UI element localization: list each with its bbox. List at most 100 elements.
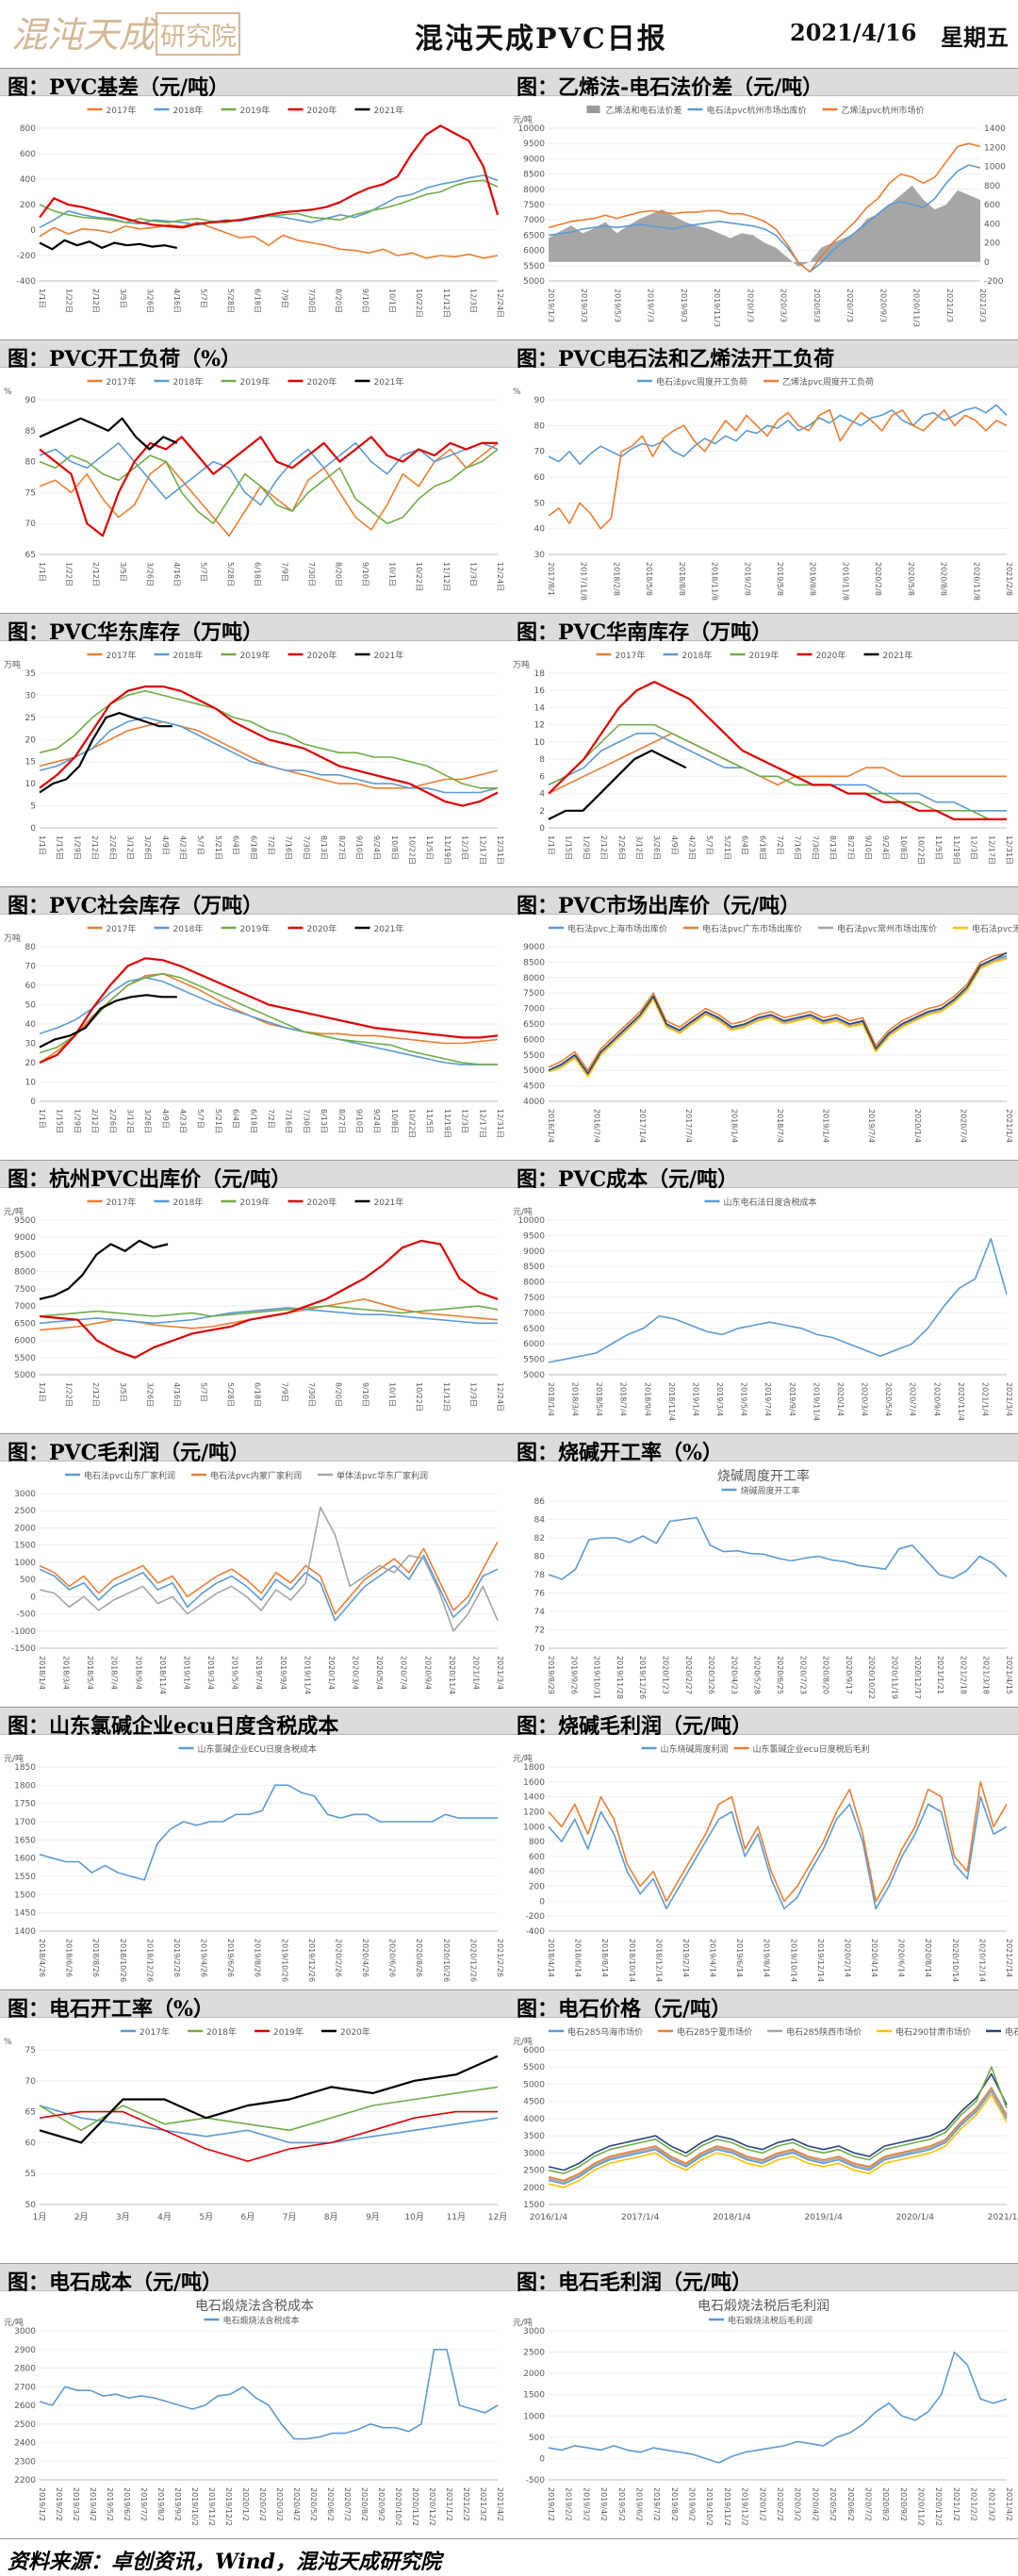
- x-tick-label: 2019/10/31: [593, 1656, 601, 1699]
- legend-item: 2017年: [596, 650, 646, 661]
- x-tick-label: 2021/2/18: [959, 1656, 967, 1694]
- y-tick-label: 10: [534, 738, 546, 748]
- x-tick-label: 4/9日: [670, 835, 679, 855]
- x-tick-label: 2020/10/2: [394, 2487, 402, 2526]
- x-tick-label: 2020/5/8: [907, 562, 915, 596]
- chart-title: 图：电石成本（元/吨）: [8, 2271, 223, 2295]
- chart-title: 图：PVC开工负荷（%）: [8, 347, 242, 372]
- y-tick-label: 1550: [14, 1873, 36, 1882]
- legend-item: 电石285乌海市场价: [549, 2026, 643, 2038]
- y-tick-label: 1200: [523, 1808, 545, 1817]
- x-tick-label: 2020/8/20: [822, 1656, 830, 1694]
- y-tick-label: -400: [526, 1927, 546, 1937]
- x-tick-label: 2018/11/4: [158, 1656, 167, 1694]
- legend-label: 2017年: [107, 923, 137, 934]
- x-tick-label: 4/23日: [179, 835, 188, 860]
- y-tick-label: 5000: [523, 1066, 545, 1076]
- legend-label: 山东氯碱企业ecu日度税后毛利: [753, 1743, 870, 1755]
- y-tick-label: 9000: [523, 943, 545, 952]
- chart-title: 图：PVC市场出库价（元/吨）: [517, 894, 801, 918]
- series-line: [39, 972, 498, 1065]
- legend-label: 电石285宁夏市场价: [677, 2026, 752, 2038]
- legend-label: 单体法pvc华东厂家利润: [337, 1470, 428, 1481]
- x-tick-label: 2019/5/2: [106, 2487, 114, 2521]
- legend-label: 2017年: [616, 650, 646, 661]
- x-tick-label: 2020/9/17: [845, 1656, 853, 1694]
- legend-label: 2018年: [173, 1197, 204, 1208]
- x-tick-label: 2019/7/3: [647, 289, 655, 322]
- y-tick-label: 4500: [523, 1082, 545, 1092]
- legend-item: 2017年: [121, 2026, 170, 2038]
- legend-label: 2019年: [273, 2026, 304, 2038]
- chart-title-bar: 图：PVC电石法和乙烯法开工负荷: [509, 339, 1018, 372]
- x-tick-label: 2019/5/4: [231, 1656, 239, 1690]
- x-tick-label: 2021/3/2: [987, 2487, 995, 2521]
- x-tick-label: 2019/4/2: [599, 2487, 608, 2521]
- series-line: [39, 689, 498, 789]
- chart-title: 图：电石毛利润（元/吨）: [517, 2271, 753, 2295]
- series-line: [548, 733, 1007, 795]
- x-tick-label: 1/15日: [56, 835, 64, 860]
- legend-item: 2019年: [730, 650, 779, 661]
- series-line: [548, 404, 1008, 466]
- y-tick-label: 50: [25, 1001, 37, 1011]
- x-tick-label: 3/26日: [143, 1109, 152, 1133]
- series-line: [548, 951, 1008, 1071]
- x-tick-label: 2020/11/4: [957, 1382, 965, 1421]
- x-tick-label: 2020/6/25: [776, 1656, 784, 1694]
- x-tick-label: 12/17日: [478, 1109, 486, 1138]
- chart-panel-s14: 图：烧碱毛利润（元/吨） 山东烧碱周度利润 山东氯碱企业ecu日度税后毛利 元/吨 -4…: [509, 1707, 1018, 1990]
- y-tick-label: 1500: [523, 2201, 545, 2210]
- x-tick-label: 2020/3/2: [794, 2487, 802, 2521]
- series-line: [548, 958, 1008, 1078]
- y-tick-label: 2700: [14, 2383, 36, 2392]
- x-tick-label: 2018/9/4: [134, 1656, 142, 1690]
- chart-panel-s15: 图：电石开工率（%） 2017年 2018年 2019年 2020年% 50 55 60 65 7…: [0, 1990, 509, 2263]
- x-tick-label: 7/2日: [776, 835, 784, 855]
- x-tick-label: 2019/7/2: [140, 2487, 148, 2521]
- x-tick-label: 2020/1/4: [896, 2213, 935, 2222]
- x-tick-label: 2020/12/14: [977, 1939, 986, 1982]
- series-line: [39, 1554, 499, 1622]
- legend-item: 电石法pvc山东厂家利润: [65, 1470, 175, 1481]
- legend-label: 2020年: [307, 376, 337, 388]
- series-line: [548, 723, 1007, 820]
- chart-panel-s17: 图：电石成本（元/吨） 电石煅烧法含税成本 电石煅烧法含税成本 元/吨 2200 2300…: [0, 2263, 509, 2538]
- x-tick-label: 2018/7/4: [110, 1656, 119, 1690]
- legend-item: 2018年: [154, 1197, 204, 1208]
- x-tick-label: 2018/1/4: [38, 1656, 46, 1690]
- series-line: [548, 164, 981, 273]
- x-tick-label: 2019/3/2: [582, 2487, 590, 2521]
- legend-label: 电石法pvc常州市场出库价: [837, 923, 937, 934]
- y-tick-label: 76: [534, 1590, 546, 1599]
- y2-tick-label: 800: [984, 182, 1000, 191]
- x-tick-label: 2018/7/4: [776, 1109, 784, 1143]
- x-tick-label: 2021/1/2: [445, 2487, 453, 2521]
- x-tick-label: 1/29日: [582, 835, 590, 860]
- x-tick-label: 2020/9/3: [878, 289, 887, 322]
- x-tick-label: 2019/5/2: [617, 2487, 626, 2521]
- y-axis-unit: %: [4, 388, 12, 397]
- y-tick-label: 10: [25, 1079, 37, 1088]
- x-tick-label: 2021/2/8: [1005, 562, 1013, 596]
- x-tick-label: 2019/6/2: [634, 2487, 643, 2521]
- x-tick-label: 10/22日: [415, 289, 423, 318]
- y-tick-label: 8000: [523, 1279, 545, 1288]
- y-tick-label: 78: [534, 1571, 546, 1580]
- x-tick-label: 2019/2/14: [681, 1939, 690, 1977]
- x-tick-label: 2019/12/26: [307, 1939, 316, 1982]
- x-tick-label: 2021/2/14: [1005, 1939, 1013, 1977]
- y-tick-label: 4000: [523, 1098, 545, 1107]
- y-tick-label: 5500: [523, 1051, 545, 1061]
- series-line: [39, 2055, 499, 2144]
- y-tick-label: 74: [534, 1608, 546, 1617]
- x-tick-label: 9/10日: [361, 289, 369, 313]
- x-tick-label: 2018/8/8: [678, 562, 686, 596]
- x-tick-label: 9/10日: [354, 835, 363, 860]
- y-tick-label: 10000: [517, 1216, 545, 1226]
- legend-label: 山东烧碱周度利润: [661, 1743, 729, 1755]
- x-tick-label: 2019/7/4: [764, 1382, 772, 1416]
- y-tick-label: 5500: [14, 1354, 36, 1363]
- series-line: [39, 994, 177, 1049]
